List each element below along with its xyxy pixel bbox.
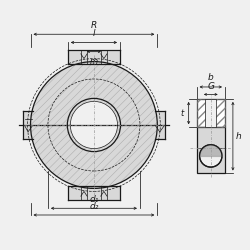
Text: d₂: d₂ <box>89 202 99 210</box>
Circle shape <box>70 102 117 148</box>
Text: h: h <box>236 132 242 141</box>
Text: m: m <box>90 57 98 66</box>
Text: R: R <box>91 21 97 30</box>
Text: b: b <box>208 74 214 82</box>
Text: t: t <box>181 108 184 118</box>
Bar <box>68 186 120 200</box>
Text: G: G <box>207 82 214 91</box>
Bar <box>68 50 120 64</box>
Bar <box>23 111 33 139</box>
Bar <box>155 111 165 139</box>
Bar <box>205 99 216 127</box>
Circle shape <box>200 145 222 167</box>
Text: l: l <box>93 29 95 38</box>
Bar <box>196 127 225 174</box>
Text: d₁: d₁ <box>89 195 99 204</box>
Bar <box>196 99 225 127</box>
Bar <box>196 99 225 127</box>
Polygon shape <box>30 62 157 188</box>
